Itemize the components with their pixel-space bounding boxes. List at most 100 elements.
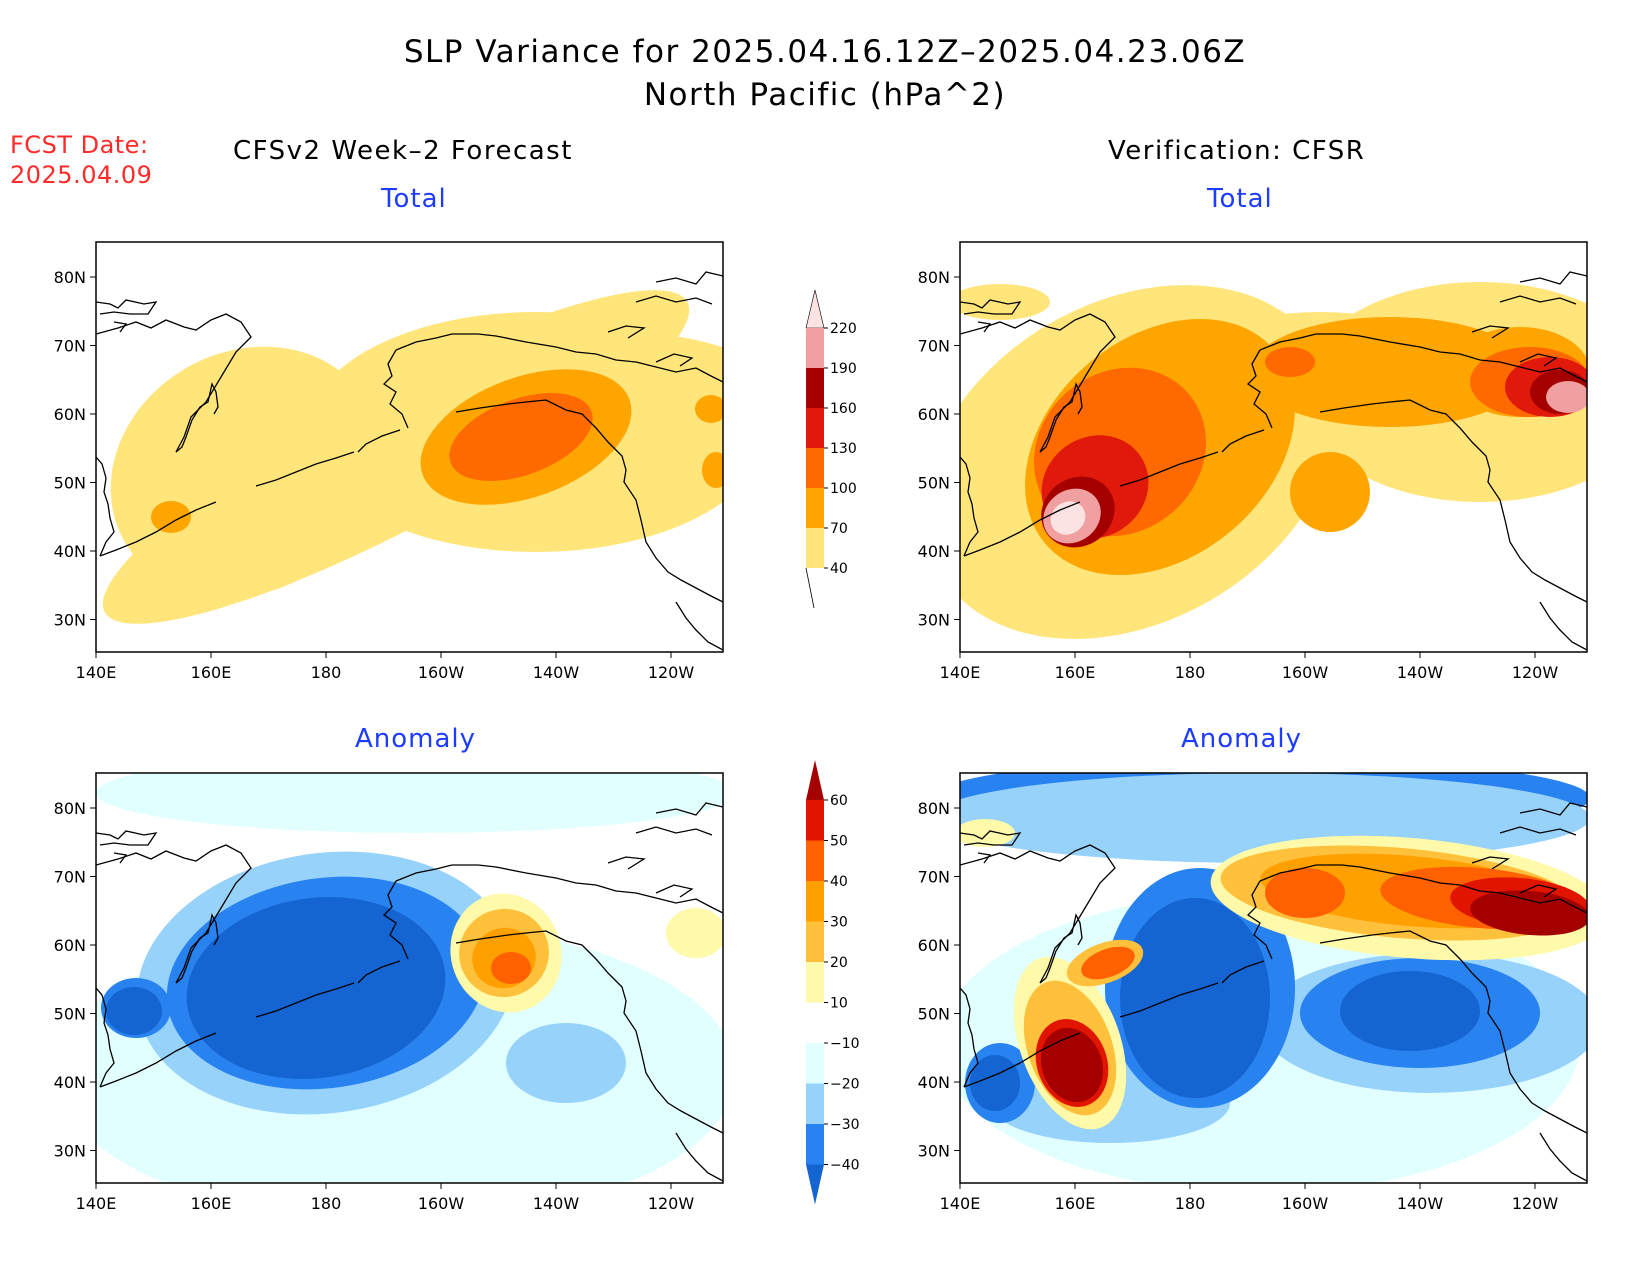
colorbar-label: 40	[830, 561, 848, 577]
lat-tick-label: 50N	[54, 1005, 86, 1024]
main-subtitle: North Pacific (hPa^2)	[643, 77, 1007, 113]
shaded-contour	[1040, 1027, 1104, 1103]
shaded-contour	[1265, 868, 1345, 918]
lat-tick-label: 30N	[918, 611, 950, 630]
lon-tick-label: 140E	[940, 1194, 981, 1213]
lat-tick-label: 30N	[918, 1142, 950, 1161]
colorbar-swatch	[806, 1083, 824, 1124]
lon-tick-label: 160W	[1282, 1194, 1329, 1213]
shaded-contour	[186, 897, 446, 1079]
shaded-contour	[96, 773, 723, 833]
lat-tick-label: 40N	[54, 542, 86, 561]
forecast-column-title: CFSv2 Week–2 Forecast	[233, 136, 573, 166]
fcst-date-value: 2025.04.09	[10, 161, 153, 189]
lat-tick-label: 70N	[918, 868, 950, 887]
colorbar-swatch	[806, 448, 824, 488]
cfsr-total-map	[960, 271, 1587, 651]
lat-tick-label: 60N	[54, 405, 86, 424]
colorbar-label: 70	[830, 521, 848, 537]
main-title: SLP Variance for 2025.04.16.12Z–2025.04.…	[403, 34, 1247, 70]
colorbar-swatch	[806, 408, 824, 448]
lat-tick-label: 60N	[918, 936, 950, 955]
cfsr-anomaly-map	[960, 773, 1587, 1183]
shaded-contour	[449, 393, 593, 481]
shaded-contour	[1250, 317, 1530, 427]
lon-tick-label: 160E	[1055, 663, 1096, 682]
colorbar-top-arrow	[806, 760, 824, 800]
lat-tick-label: 80N	[918, 799, 950, 818]
lon-tick-label: 140W	[1397, 663, 1444, 682]
colorbar-label: 100	[830, 481, 857, 497]
map-frame	[95, 241, 724, 653]
lat-tick-label: 50N	[54, 474, 86, 493]
lon-tick-label: 180	[311, 1194, 342, 1213]
colorbar-top-arrow	[805, 289, 825, 329]
lat-tick-label: 40N	[918, 542, 950, 561]
panel-title-forecast-total: Total	[381, 184, 447, 214]
shaded-contour	[1081, 946, 1135, 980]
shaded-contour	[506, 1023, 626, 1103]
lat-tick-label: 40N	[918, 1073, 950, 1092]
forecast-total-map	[96, 271, 723, 651]
map-frame	[959, 772, 1588, 1184]
lon-tick-label: 180	[1175, 663, 1206, 682]
panel-title-cfsr-total: Total	[1207, 184, 1273, 214]
colorbar-swatch	[806, 1043, 824, 1084]
anomaly-colorbar: −40 −30 −20 −10 10 20 30 40 50 60	[806, 760, 860, 1205]
lon-tick-label: 160W	[1282, 663, 1329, 682]
lon-tick-label: 140W	[533, 663, 580, 682]
colorbar-bottom-arrow	[806, 1164, 824, 1205]
lat-tick-label: 70N	[54, 868, 86, 887]
colorbar-swatch	[806, 1002, 824, 1043]
colorbar-label: 40	[830, 874, 848, 890]
lat-tick-label: 50N	[918, 474, 950, 493]
lat-tick-label: 80N	[918, 268, 950, 287]
colorbar-label: 220	[830, 321, 857, 337]
colorbar-label: 20	[830, 955, 848, 971]
lat-tick-label: 40N	[54, 1073, 86, 1092]
shaded-contour	[151, 501, 191, 533]
lat-tick-label: 30N	[54, 611, 86, 630]
shaded-contour	[1470, 890, 1587, 936]
colorbar-swatch	[806, 881, 824, 922]
colorbar-swatch	[806, 368, 824, 408]
lon-tick-label: 140W	[533, 1194, 580, 1213]
shaded-contour	[106, 987, 162, 1035]
colorbar-swatch	[806, 1124, 824, 1165]
shaded-contour	[695, 395, 723, 423]
lat-tick-label: 60N	[54, 936, 86, 955]
verification-column-title: Verification: CFSR	[1108, 136, 1366, 166]
lon-tick-label: 180	[1175, 1194, 1206, 1213]
colorbar-label: −20	[830, 1077, 860, 1093]
lon-tick-label: 140E	[76, 1194, 117, 1213]
shaded-contour	[666, 908, 723, 958]
colorbar-swatch	[806, 528, 824, 568]
lat-tick-label: 70N	[54, 337, 86, 356]
lat-tick-label: 70N	[918, 337, 950, 356]
total-colorbar: 40 70 100 130 160 190 220	[805, 289, 857, 609]
lon-tick-label: 120W	[648, 663, 695, 682]
shaded-contour	[1546, 381, 1587, 413]
colorbar-label: 160	[830, 401, 857, 417]
lon-tick-label: 160E	[1055, 1194, 1096, 1213]
lon-tick-label: 140E	[940, 663, 981, 682]
shaded-contour	[1265, 347, 1315, 377]
shaded-contour	[1290, 452, 1370, 532]
colorbar-label: 30	[830, 915, 848, 931]
colorbar-label: 50	[830, 834, 848, 850]
forecast-anomaly-map	[96, 773, 723, 1183]
lat-tick-label: 80N	[54, 799, 86, 818]
lon-tick-label: 160W	[418, 1194, 465, 1213]
colorbar-label: 190	[830, 361, 857, 377]
lon-tick-label: 180	[311, 663, 342, 682]
colorbar-swatch	[806, 488, 824, 528]
lat-tick-label: 60N	[918, 405, 950, 424]
shaded-contour	[1340, 971, 1480, 1051]
lon-tick-label: 120W	[648, 1194, 695, 1213]
colorbar-label: −10	[830, 1036, 860, 1052]
lon-tick-label: 120W	[1512, 1194, 1559, 1213]
lon-tick-label: 140W	[1397, 1194, 1444, 1213]
lon-tick-label: 160E	[191, 663, 232, 682]
colorbar-label: 130	[830, 441, 857, 457]
shaded-contour	[702, 452, 723, 488]
